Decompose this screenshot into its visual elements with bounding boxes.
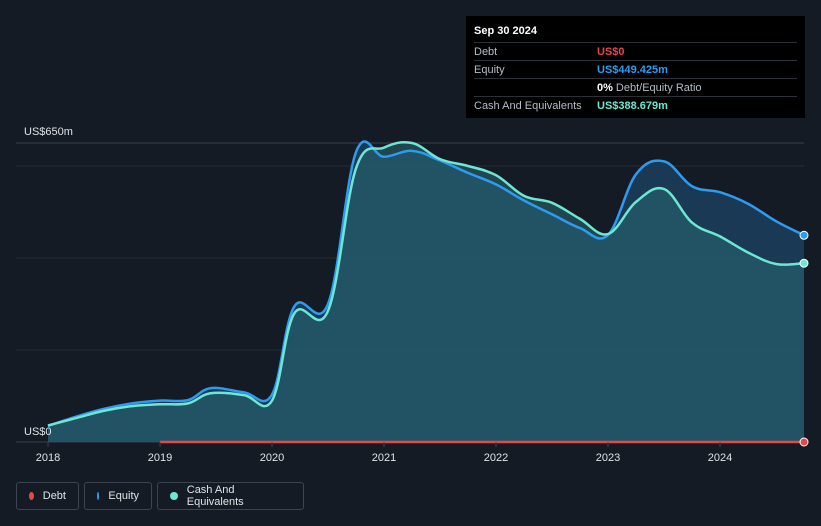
y-axis-bottom-label: US$0 bbox=[24, 426, 52, 438]
x-tick-label: 2020 bbox=[260, 452, 284, 464]
y-axis-top-label: US$650m bbox=[24, 126, 73, 138]
legend-item-cash[interactable]: Cash And Equivalents bbox=[157, 482, 304, 510]
x-tick-label: 2022 bbox=[484, 452, 508, 464]
debt-color-dot bbox=[29, 492, 34, 500]
chart-end-markers bbox=[799, 230, 809, 447]
x-tick-label: 2024 bbox=[708, 452, 732, 464]
tooltip-date: Sep 30 2024 bbox=[474, 25, 537, 37]
chart-lines bbox=[47, 140, 805, 444]
cash-area bbox=[48, 142, 804, 443]
cash-color-dot bbox=[170, 492, 178, 500]
debt-end-marker bbox=[799, 437, 809, 447]
tooltip-row-equity: Equity US$449.425m bbox=[474, 60, 797, 78]
chart-areas bbox=[48, 141, 804, 443]
equity-color-dot bbox=[97, 492, 100, 500]
tooltip-ratio-value: 0% bbox=[597, 81, 613, 94]
tooltip-row-ratio: 0% Debt/Equity Ratio bbox=[474, 78, 797, 96]
legend-item-equity[interactable]: Equity bbox=[84, 482, 152, 510]
legend-item-debt[interactable]: Debt bbox=[16, 482, 79, 510]
tooltip-debt-value: US$0 bbox=[597, 45, 625, 58]
tooltip-label: Cash And Equivalents bbox=[474, 99, 582, 112]
x-tick-label: 2019 bbox=[148, 452, 172, 464]
x-tick-label: 2018 bbox=[36, 452, 60, 464]
tooltip-label: Debt bbox=[474, 45, 498, 58]
legend-label: Cash And Equivalents bbox=[186, 484, 244, 508]
legend-label: Debt bbox=[42, 490, 66, 502]
cash-end-marker bbox=[799, 258, 809, 268]
cash-line bbox=[47, 140, 805, 427]
tooltip-panel: Sep 30 2024 Debt US$0 Equity US$449.425m… bbox=[466, 16, 805, 118]
tooltip-label: Equity bbox=[474, 63, 505, 76]
tooltip-ratio-label: Debt/Equity Ratio bbox=[615, 81, 702, 94]
equity-end-marker bbox=[799, 230, 809, 240]
legend-label: Equity bbox=[108, 490, 139, 502]
equity-line bbox=[47, 140, 805, 428]
tooltip-row-cash: Cash And Equivalents US$388.679m bbox=[474, 96, 797, 114]
tooltip-equity-value: US$449.425m bbox=[597, 63, 668, 76]
tooltip-cash-value: US$388.679m bbox=[597, 99, 668, 112]
x-tick-label: 2023 bbox=[596, 452, 620, 464]
x-tick-label: 2021 bbox=[372, 452, 396, 464]
tooltip-row-debt: Debt US$0 bbox=[474, 42, 797, 60]
x-axis-tick-labels: 2018 2019 2020 2021 2022 2023 2024 bbox=[36, 442, 732, 464]
